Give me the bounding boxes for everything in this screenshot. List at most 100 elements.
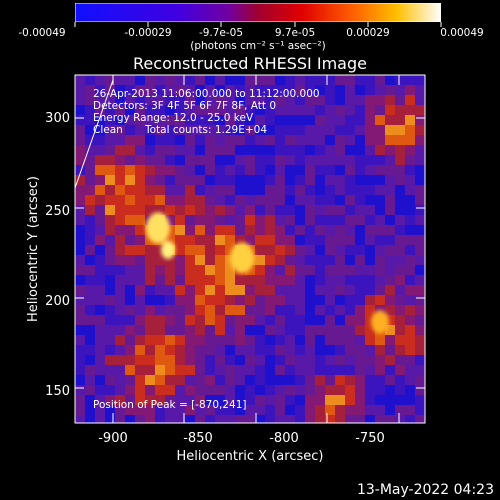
heatmap-cell [75, 335, 85, 345]
heatmap-cell [395, 395, 405, 405]
heatmap-cell [385, 255, 395, 265]
heatmap-cell [285, 205, 295, 215]
heatmap-cell [355, 305, 365, 315]
heatmap-cell [165, 145, 175, 155]
heatmap-cell [145, 395, 155, 405]
heatmap-cell [325, 305, 335, 315]
heatmap-cell [85, 75, 95, 85]
heatmap-cell [75, 85, 85, 95]
heatmap-cell [115, 95, 125, 105]
heatmap-cell [195, 245, 205, 255]
heatmap-cell [365, 285, 375, 295]
heatmap-cell [215, 155, 225, 165]
heatmap-cell [145, 125, 155, 135]
heatmap-cell [135, 105, 145, 115]
heatmap-cell [405, 145, 415, 155]
heatmap-cell [375, 175, 385, 185]
heatmap-cell [405, 155, 415, 165]
heatmap-cell [255, 235, 265, 245]
heatmap-cell [325, 275, 335, 285]
heatmap-cell [375, 255, 385, 265]
heatmap-cell [355, 385, 365, 395]
heatmap-cell [265, 375, 275, 385]
heatmap-cell [295, 95, 305, 105]
heatmap-cell [305, 135, 315, 145]
heatmap-cell [355, 415, 365, 423]
heatmap-cell [285, 415, 295, 423]
heatmap-cell [295, 305, 305, 315]
heatmap-cell [275, 275, 285, 285]
heatmap-cell [415, 405, 425, 415]
heatmap-cell [385, 145, 395, 155]
heatmap-cell [85, 355, 95, 365]
heatmap-cell [235, 335, 245, 345]
heatmap-cell [225, 115, 235, 125]
heatmap-cell [135, 235, 145, 245]
heatmap-cell [385, 85, 395, 95]
heatmap-cell [275, 115, 285, 125]
heatmap-cell [185, 305, 195, 315]
heatmap-cell [205, 235, 215, 245]
heatmap-cell [185, 255, 195, 265]
heatmap-cell [315, 245, 325, 255]
heatmap-cell [275, 415, 285, 423]
heatmap-cell [415, 175, 425, 185]
heatmap-cell [85, 215, 95, 225]
heatmap-cell [75, 175, 85, 185]
heatmap-cell [95, 355, 105, 365]
heatmap-cell [245, 285, 255, 295]
heatmap-cell [275, 155, 285, 165]
heatmap-cell [335, 105, 345, 115]
heatmap-cell [415, 375, 425, 385]
heatmap-cell [395, 355, 405, 365]
heatmap-cell [355, 345, 365, 355]
heatmap-cell [215, 375, 225, 385]
heatmap-cell [305, 215, 315, 225]
heatmap-cell [395, 205, 405, 215]
heatmap-cell [305, 265, 315, 275]
heatmap-cell [335, 145, 345, 155]
heatmap-cell [295, 85, 305, 95]
heatmap-cell [195, 335, 205, 345]
heatmap-cell [365, 335, 375, 345]
heatmap-cell [185, 265, 195, 275]
heatmap-cell [115, 415, 125, 423]
heatmap-cell [355, 115, 365, 125]
heatmap-cell [395, 165, 405, 175]
heatmap-cell [105, 405, 115, 415]
heatmap-cell [315, 285, 325, 295]
heatmap-cell [315, 225, 325, 235]
heatmap-cell [245, 85, 255, 95]
heatmap-cell [225, 285, 235, 295]
heatmap-cell [205, 85, 215, 95]
heatmap-cell [265, 325, 275, 335]
heatmap-cell [315, 405, 325, 415]
heatmap-cell [315, 115, 325, 125]
heatmap-cell [125, 275, 135, 285]
heatmap-cell [305, 225, 315, 235]
heatmap-cell [205, 155, 215, 165]
heatmap-cell [165, 275, 175, 285]
heatmap-cell [135, 75, 145, 85]
heatmap-cell [405, 205, 415, 215]
heatmap-cell [185, 315, 195, 325]
heatmap-cell [275, 395, 285, 405]
heatmap-cell [325, 375, 335, 385]
heatmap-cell [345, 295, 355, 305]
heatmap-cell [385, 95, 395, 105]
heatmap-cell [175, 345, 185, 355]
heatmap-cell [185, 145, 195, 155]
heatmap-cell [375, 265, 385, 275]
heatmap-cell [345, 225, 355, 235]
heatmap-cell [85, 255, 95, 265]
heatmap-cell [105, 105, 115, 115]
heatmap-cell [165, 215, 175, 225]
heatmap-cell [265, 235, 275, 245]
heatmap-cell [395, 345, 405, 355]
heatmap-cell [355, 245, 365, 255]
heatmap-cell [295, 275, 305, 285]
heatmap-cell [215, 225, 225, 235]
heatmap-cell [385, 205, 395, 215]
heatmap-cell [205, 135, 215, 145]
heatmap-cell [305, 305, 315, 315]
